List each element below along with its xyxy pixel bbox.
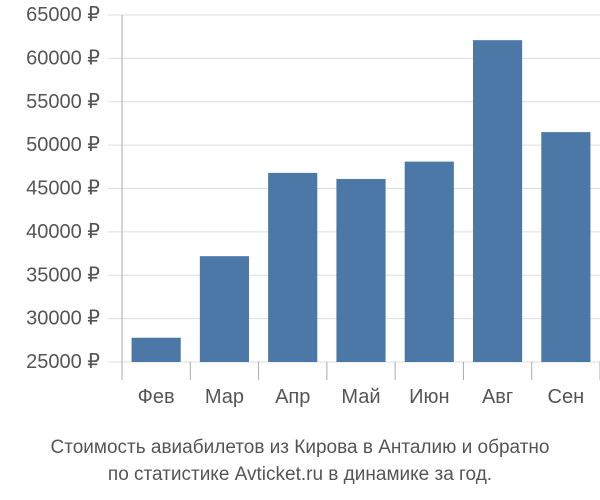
y-tick-label: 45000 ₽ (26, 178, 100, 200)
y-tick-label: 25000 ₽ (26, 351, 100, 373)
y-tick-label: 65000 ₽ (26, 4, 100, 26)
bar-1 (131, 337, 181, 362)
chart-caption-line-1: Стоимость авиабилетов из Кирова в Антали… (50, 437, 550, 458)
x-tick-label: Май (341, 386, 380, 408)
bar-6 (472, 40, 523, 362)
bar-3 (268, 172, 318, 362)
chart-caption-line-2: по статистике Avticket.ru в динамике за … (107, 464, 493, 485)
bar-4 (336, 178, 386, 362)
y-tick-label: 50000 ₽ (26, 134, 100, 156)
bar-2 (199, 256, 250, 362)
bar-chart: 25000 ₽ 30000 ₽ 35000 ₽ 40000 ₽ 45000 ₽ 50000… (26, 4, 600, 408)
bar-7 (541, 132, 591, 362)
y-tick-label: 35000 ₽ (26, 264, 100, 286)
y-tick-label: 55000 ₽ (26, 91, 100, 113)
x-tick-label: Сен (548, 386, 585, 408)
x-tick-label: Июн (409, 386, 449, 408)
y-tick-label: 60000 ₽ (26, 47, 100, 69)
x-tick-label: Авг (482, 386, 513, 408)
x-tick-label: Фев (138, 386, 175, 408)
bar-5 (404, 161, 454, 362)
x-tick-label: Мар (205, 386, 244, 408)
y-tick-label: 40000 ₽ (26, 221, 100, 243)
x-tick-label: Апр (275, 386, 310, 408)
y-tick-label: 30000 ₽ (26, 308, 100, 330)
